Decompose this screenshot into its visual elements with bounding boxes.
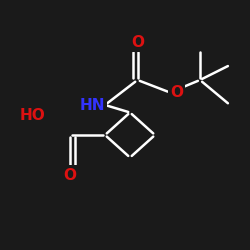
Text: O: O (131, 35, 144, 50)
Text: O: O (170, 85, 183, 100)
Text: HN: HN (80, 98, 105, 112)
Text: O: O (64, 168, 76, 182)
Text: HO: HO (19, 108, 45, 122)
